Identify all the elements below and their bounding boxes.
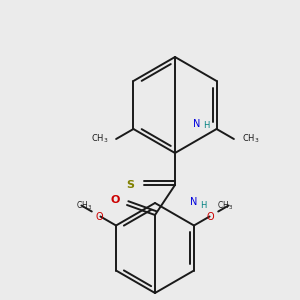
Text: CH$_3$: CH$_3$ <box>91 133 108 145</box>
Text: O: O <box>207 212 214 221</box>
Text: CH$_3$: CH$_3$ <box>76 199 92 212</box>
Text: CH$_3$: CH$_3$ <box>218 199 234 212</box>
Text: N: N <box>190 197 197 207</box>
Text: CH$_3$: CH$_3$ <box>242 133 260 145</box>
Text: O: O <box>95 212 103 221</box>
Text: N: N <box>193 119 200 129</box>
Text: H: H <box>203 122 209 130</box>
Text: S: S <box>126 180 134 190</box>
Text: O: O <box>110 195 120 205</box>
Text: H: H <box>200 200 206 209</box>
